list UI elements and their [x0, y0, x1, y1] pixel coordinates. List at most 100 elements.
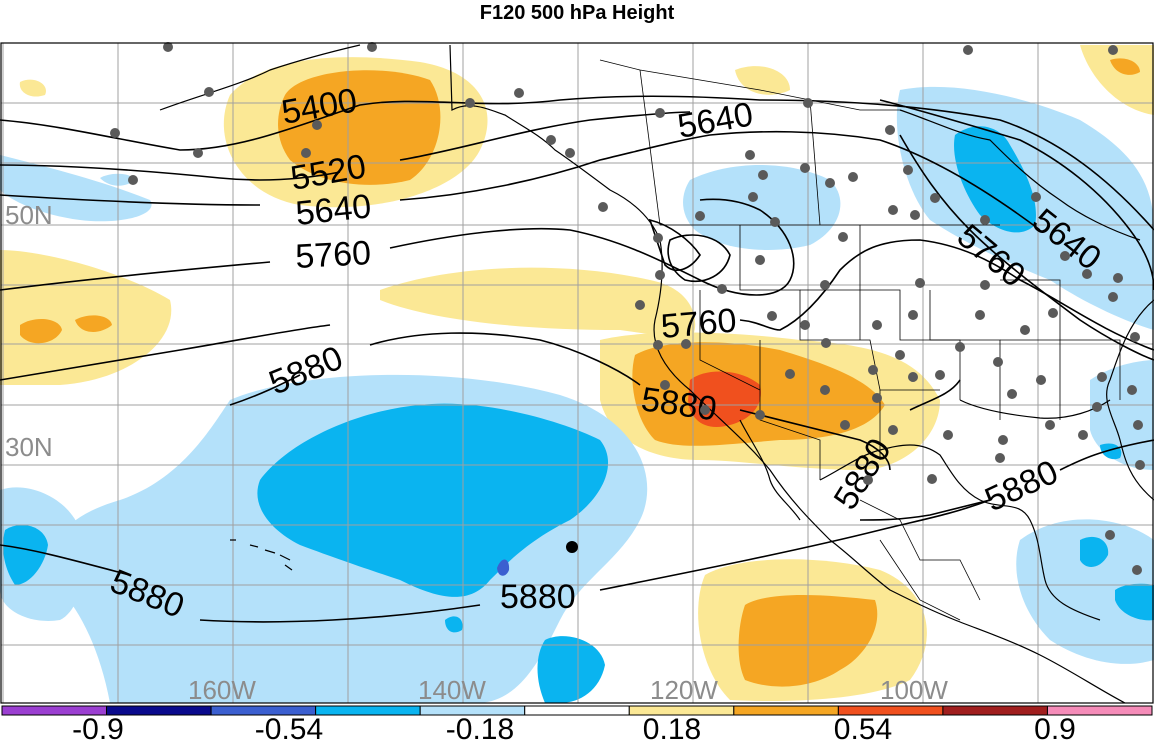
station-dot — [800, 163, 810, 173]
station-dot — [367, 42, 377, 52]
station-dot — [767, 311, 777, 321]
station-dot — [885, 125, 895, 135]
positive-anomaly-core — [20, 318, 62, 344]
longitude-label: 100W — [880, 675, 948, 705]
station-dot — [546, 135, 556, 145]
station-dot — [465, 98, 475, 108]
station-dot — [840, 420, 850, 430]
station-dot — [848, 172, 858, 182]
height-contours — [0, 95, 1154, 623]
station-dot — [1045, 420, 1055, 430]
station-dot — [717, 284, 727, 294]
station-dot — [653, 340, 663, 350]
contour-label: 5640 — [294, 187, 373, 233]
station-dot — [908, 372, 918, 382]
colorbar-tick-label: 0.18 — [643, 713, 701, 742]
observation-stations — [110, 42, 1145, 575]
colorbar-tick-label: 0.9 — [1034, 713, 1076, 742]
station-dot — [1108, 45, 1118, 55]
station-dot — [565, 148, 575, 158]
station-dot — [758, 170, 768, 180]
longitude-label: 140W — [418, 675, 486, 705]
negative-anomaly-area — [0, 155, 152, 222]
strong-negative-anomaly-spot — [497, 559, 510, 576]
station-dot — [910, 210, 920, 220]
station-dot — [903, 165, 913, 175]
station-dot — [927, 474, 937, 484]
longitude-label: 160W — [188, 675, 256, 705]
station-dot — [998, 435, 1008, 445]
station-dot — [863, 475, 873, 485]
contour-label: 5760 — [659, 302, 738, 346]
colorbar-labels: -0.9 -0.54 -0.18 0.18 0.54 0.9 — [72, 713, 1076, 742]
station-dot — [1036, 375, 1046, 385]
map-frame — [0, 42, 1154, 704]
station-dot — [1097, 372, 1107, 382]
colorbar-swatch — [733, 705, 839, 716]
station-dot — [1105, 530, 1115, 540]
station-dot — [1135, 460, 1145, 470]
station-dot — [1132, 565, 1142, 575]
station-dot — [803, 98, 813, 108]
station-dot — [868, 365, 878, 375]
station-dot — [681, 339, 691, 349]
positive-anomaly-area — [19, 79, 46, 97]
station-dot — [980, 280, 990, 290]
colorbar-swatch — [1046, 705, 1153, 716]
negative-anomaly-core — [445, 616, 463, 633]
colorbar-tick-label: -0.54 — [255, 713, 323, 742]
negative-anomaly-area — [1016, 519, 1154, 664]
station-dot — [895, 350, 905, 360]
station-dot — [888, 205, 898, 215]
positive-anomaly-area — [735, 66, 790, 95]
station-dot — [514, 88, 524, 98]
colorbar-tick-label: -0.9 — [72, 713, 124, 742]
station-dot — [955, 342, 965, 352]
station-dot — [660, 380, 670, 390]
colorbar-swatch — [524, 705, 630, 716]
station-dot — [110, 128, 120, 138]
latitude-label: 50N — [5, 200, 53, 230]
positive-anomaly-area — [1080, 45, 1154, 115]
longitude-label: 120W — [650, 675, 718, 705]
colorbar-swatch — [942, 705, 1048, 716]
station-dot — [1108, 292, 1118, 302]
state-borders — [599, 59, 1121, 621]
highlighted-station-marker — [566, 541, 578, 553]
anomaly-shading — [0, 45, 1154, 703]
station-dot — [635, 300, 645, 310]
negative-anomaly-core — [537, 636, 605, 703]
positive-anomaly-area — [380, 267, 696, 340]
station-dot — [821, 338, 831, 348]
positive-anomaly-core — [1110, 58, 1140, 75]
station-dot — [655, 108, 665, 118]
station-dot — [204, 87, 214, 97]
contour-label: 5880 — [500, 578, 576, 616]
station-dot — [963, 45, 973, 55]
station-dot — [755, 410, 765, 420]
station-dot — [800, 320, 810, 330]
colorbar-swatch — [315, 705, 421, 716]
station-dot — [838, 232, 848, 242]
station-dot — [915, 278, 925, 288]
station-dot — [872, 393, 882, 403]
station-dot — [1133, 420, 1143, 430]
station-dot — [1092, 402, 1102, 412]
station-dot — [655, 270, 665, 280]
station-dot — [1031, 192, 1041, 202]
station-dot — [193, 148, 203, 158]
station-dot — [598, 202, 608, 212]
station-dot — [888, 425, 898, 435]
station-dot — [785, 369, 795, 379]
station-dot — [128, 175, 138, 185]
station-dot — [163, 42, 173, 52]
negative-anomaly-core — [3, 525, 49, 585]
station-dot — [1113, 273, 1123, 283]
station-dot — [770, 217, 780, 227]
station-dot — [312, 120, 322, 130]
station-dot — [820, 280, 830, 290]
station-dot — [825, 178, 835, 188]
station-dot — [1020, 325, 1030, 335]
station-dot — [993, 357, 1003, 367]
station-dot — [653, 233, 663, 243]
